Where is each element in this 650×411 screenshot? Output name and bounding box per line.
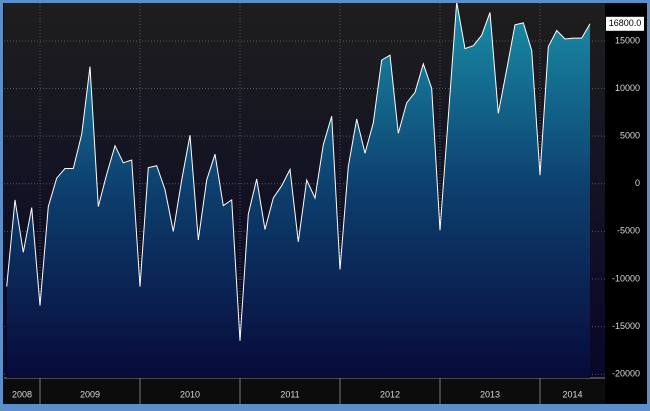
y-tick-label: -15000 xyxy=(612,321,640,331)
y-tick-label: -5000 xyxy=(617,226,640,236)
value-label: 16800.0 xyxy=(609,18,642,28)
y-tick-label: 5000 xyxy=(620,131,640,141)
y-tick-label: 15000 xyxy=(615,35,640,45)
x-tick-label: 2011 xyxy=(280,389,299,399)
x-tick-label: 2013 xyxy=(480,389,500,399)
x-tick-label: 2009 xyxy=(80,389,100,399)
value-tag xyxy=(606,16,644,31)
x-tick-label: 2012 xyxy=(380,389,400,399)
y-tick-label: 0 xyxy=(635,178,640,188)
x-tick-label: 2010 xyxy=(180,389,200,399)
y-tick-label: -10000 xyxy=(612,273,640,283)
x-tick-label: 2014 xyxy=(562,389,582,399)
x-tick-label: 2008 xyxy=(12,389,32,399)
area xyxy=(6,1,590,379)
x-axis-band xyxy=(4,378,605,404)
line xyxy=(6,1,591,341)
y-tick-label: -20000 xyxy=(612,369,640,379)
y-tick-label: 10000 xyxy=(615,83,640,93)
